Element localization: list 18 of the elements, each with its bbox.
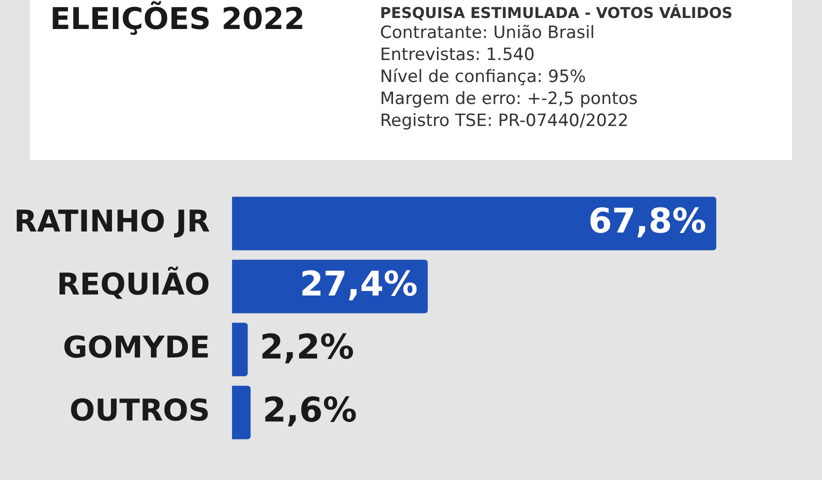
- data-label: 67,8%: [588, 201, 706, 242]
- data-label: 27,4%: [300, 264, 418, 304]
- bar: [232, 322, 248, 376]
- text: Nível de confiança: 95%: [380, 66, 587, 88]
- data-label: 2,6%: [262, 390, 357, 430]
- text: Contratante: União Brasil: [380, 22, 596, 44]
- chart-title: ELEIÇÕES 2022: [50, 0, 306, 39]
- y-tick-label: OUTROS: [69, 393, 210, 428]
- bar: [232, 386, 251, 440]
- text: Registro TSE: PR-07440/2022: [380, 110, 630, 132]
- chart-subtitle: PESQUISA ESTIMULADA - VOTOS VÁLIDOS: [380, 4, 733, 22]
- data-label: 2,2%: [260, 327, 354, 368]
- text: Margem de erro: +-2,5 pontos: [380, 88, 639, 110]
- y-tick-label: REQUIÃO: [56, 266, 210, 302]
- y-tick-label: RATINHO JR: [14, 204, 210, 240]
- bar: [232, 196, 716, 250]
- text: Entrevistas: 1.540: [380, 44, 536, 66]
- y-tick-label: GOMYDE: [62, 330, 210, 366]
